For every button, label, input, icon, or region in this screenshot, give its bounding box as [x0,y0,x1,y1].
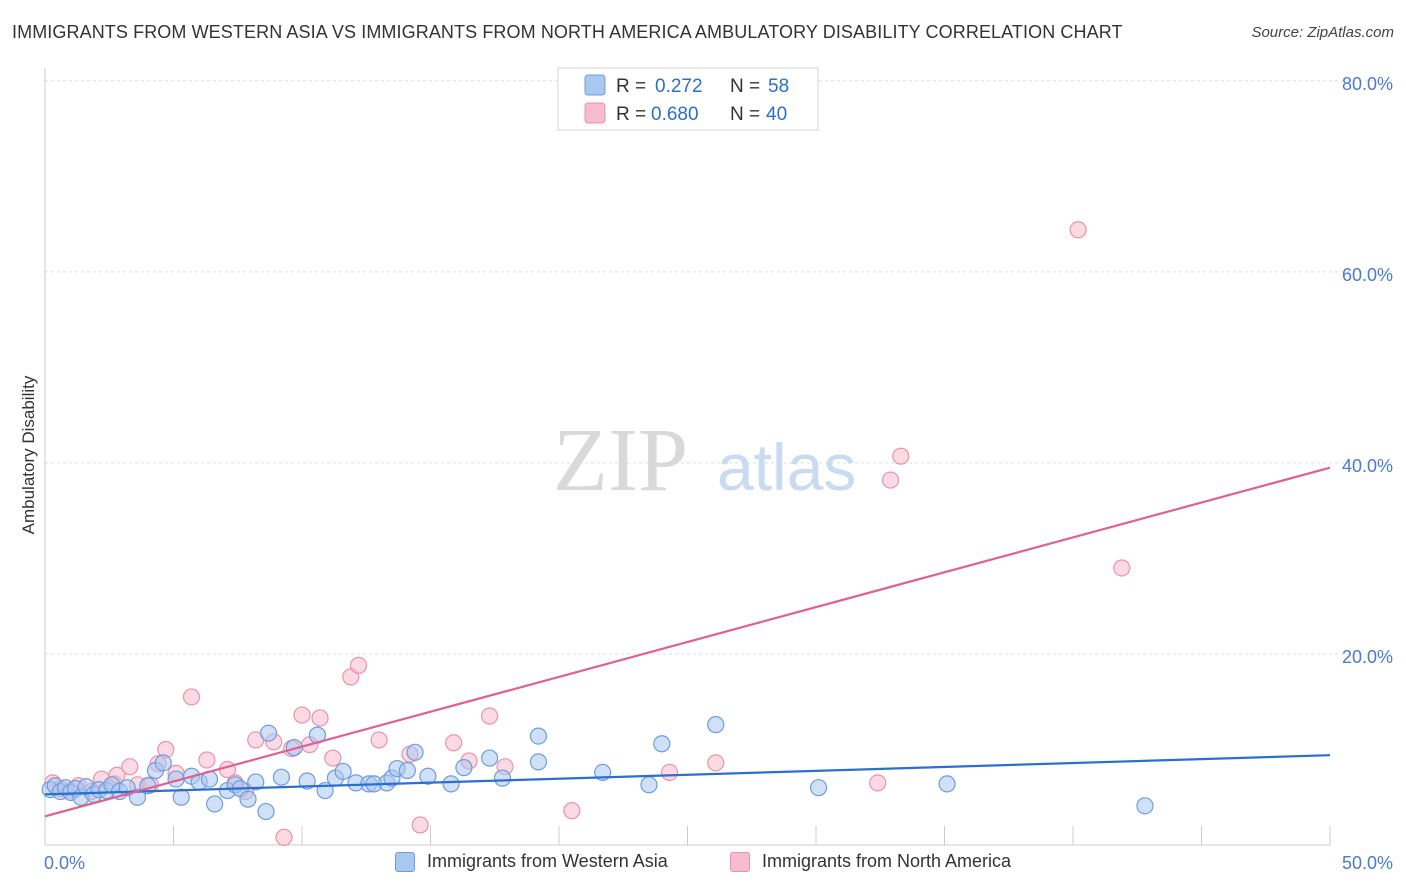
source-label: Source: ZipAtlas.com [1251,24,1394,41]
point-pink-21 [275,828,293,846]
trend-line-blue [44,754,1331,796]
point-blue-57 [809,779,828,797]
watermark-zip: ZIP [553,411,688,510]
point-pink-14 [182,688,201,706]
y-tick-label-40: 40.0% [1342,456,1393,476]
point-pink-42 [1069,221,1087,239]
point-blue-29 [257,802,275,821]
legend-n-value-2: 40 [766,104,787,125]
point-blue-28 [247,773,265,791]
point-blue-55 [653,735,671,753]
trend-line-pink [44,466,1331,818]
point-pink-28 [349,656,368,675]
legend-swatch-blue [584,74,606,96]
legend-label-north-america: Immigrants from North America [762,851,1012,871]
point-pink-36 [563,802,581,820]
y-tick-label-60: 60.0% [1342,265,1393,285]
point-pink-38 [707,754,725,772]
point-pink-26 [324,749,342,767]
point-blue-37 [334,762,352,781]
legend-swatch-western-asia [395,851,415,872]
series-north-america-points [44,221,1131,846]
grid-lines [45,80,1392,655]
point-pink-39 [869,774,887,792]
y-axis-label: Ambulatory Disability [19,375,38,534]
point-blue-58 [938,775,956,793]
y-tick-label-80: 80.0% [1342,74,1393,94]
legend-n-label-1: N = [730,76,760,97]
point-pink-41 [892,447,910,465]
chart-title: IMMIGRANTS FROM WESTERN ASIA VS IMMIGRAN… [12,22,1123,42]
legend-swatch-pink [584,102,606,124]
legend-r-label-1: R = [616,76,646,97]
tick-labels: 20.0% 40.0% 60.0% 80.0% 0.0% 50.0% [44,74,1393,873]
legend-item-north-america[interactable]: Immigrants from North America [730,851,1011,872]
legend-r-value-1: 0.272 [655,76,703,97]
axes [44,68,1331,846]
point-pink-40 [881,471,900,489]
watermark-atlas: atlas [717,430,856,504]
legend-r-value-2: 0.680 [651,104,699,125]
point-blue-52 [529,727,548,745]
point-pink-43 [1113,559,1131,577]
point-pink-32 [445,734,463,752]
legend-item-western-asia[interactable]: Immigrants from Western Asia [395,851,668,872]
point-blue-17 [154,754,172,772]
point-pink-25 [311,709,329,727]
point-pink-34 [481,707,499,725]
point-blue-56 [707,716,725,734]
point-blue-27 [239,790,257,808]
point-pink-15 [198,751,216,769]
trend-lines [44,466,1331,818]
point-blue-23 [206,795,224,813]
point-blue-50 [493,769,512,787]
point-pink-23 [293,706,311,724]
legend-label-western-asia: Immigrants from Western Asia [427,851,668,871]
legend-top: R = 0.272 N = 58 R = 0.680 N = 40 [557,67,819,131]
legend-swatch-north-america [730,851,750,872]
point-blue-51 [529,753,548,771]
point-blue-19 [172,788,190,806]
legend-n-label-2: N = [730,104,760,125]
point-blue-54 [640,776,658,794]
x-tick-label-min: 0.0% [44,853,85,873]
point-blue-45 [406,743,424,761]
legend-r-label-2: R = [616,104,646,125]
point-pink-8 [121,758,139,776]
point-pink-29 [370,731,388,749]
legend-n-value-1: 58 [768,76,789,97]
x-tick-label-max: 50.0% [1342,853,1393,873]
point-blue-48 [455,759,473,777]
point-blue-47 [442,775,460,793]
point-blue-30 [259,724,278,742]
point-pink-37 [660,763,679,781]
series-western-asia-points [41,716,1154,821]
legend-bottom: Immigrants from Western Asia Immigrants … [0,851,1406,879]
point-blue-44 [398,761,416,780]
point-blue-49 [481,749,499,767]
y-tick-label-20: 20.0% [1342,647,1393,667]
point-blue-46 [419,767,437,785]
point-pink-31 [411,816,429,834]
point-blue-31 [272,768,291,786]
point-blue-33 [298,772,316,790]
point-blue-59 [1136,797,1154,815]
